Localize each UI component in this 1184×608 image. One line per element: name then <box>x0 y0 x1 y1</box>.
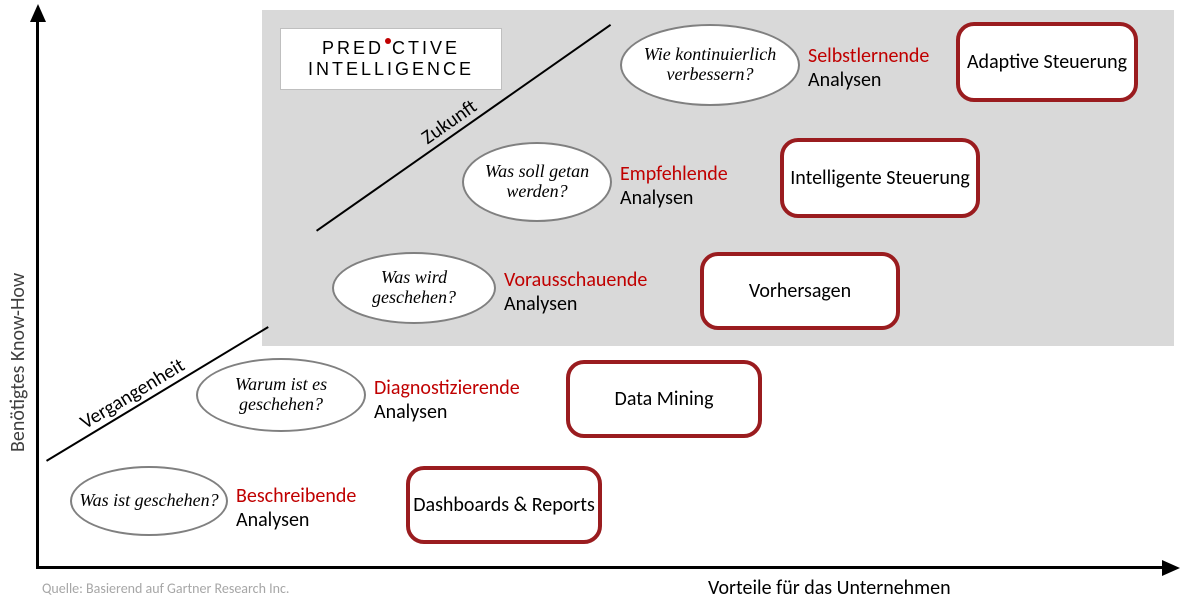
question-ellipse-2: Was wird geschehen? <box>332 252 496 324</box>
logo-dot-icon <box>385 38 391 44</box>
question-ellipse-1: Warum ist es geschehen? <box>196 358 366 432</box>
y-axis-label: Benötigtes Know-How <box>6 273 30 452</box>
y-axis-arrow-icon <box>30 4 46 22</box>
question-text-0: Was ist geschehen? <box>79 491 218 511</box>
y-axis <box>36 18 39 568</box>
analysis-type-1: Diagnostizierende <box>374 376 520 400</box>
outcome-box-1: Data Mining <box>566 360 762 438</box>
analysis-type-2: Vorausschauende <box>504 268 647 292</box>
logo-line1-pre: PRED <box>322 38 384 59</box>
outcome-text-0: Dashboards & Reports <box>413 493 595 517</box>
question-ellipse-0: Was ist geschehen? <box>70 466 228 536</box>
analysis-type-3: Empfehlende <box>620 162 728 186</box>
analysis-label-3: Empfehlende Analysen <box>620 162 728 210</box>
outcome-box-0: Dashboards & Reports <box>406 466 602 544</box>
outcome-text-1: Data Mining <box>615 387 714 411</box>
label-vergangenheit: Vergangenheit <box>76 353 189 434</box>
logo-line1-post: CTIVE <box>392 38 460 59</box>
outcome-text-3: Intelligente Steuerung <box>790 166 970 190</box>
question-text-3: Was soll getan werden? <box>468 162 606 202</box>
outcome-box-3: Intelligente Steuerung <box>780 138 980 218</box>
logo-line2: INTELLIGENCE <box>308 59 474 80</box>
analysis-word-4: Analysen <box>808 68 881 92</box>
analysis-word-3: Analysen <box>620 186 693 210</box>
analysis-label-4: Selbstlernende Analysen <box>808 44 929 92</box>
outcome-box-4: Adaptive Steuerung <box>956 22 1138 102</box>
x-axis-arrow-icon <box>1162 560 1180 576</box>
diagram-stage: Benötigtes Know-How Vorteile für das Unt… <box>0 0 1184 608</box>
predictive-intelligence-logo: PRED CTIVE INTELLIGENCE <box>280 28 502 90</box>
outcome-text-2: Vorhersagen <box>749 279 851 303</box>
analysis-label-0: Beschreibende Analysen <box>236 484 356 532</box>
outcome-text-4: Adaptive Steuerung <box>967 50 1127 74</box>
question-ellipse-3: Was soll getan werden? <box>462 142 612 222</box>
analysis-label-1: Diagnostizierende Analysen <box>374 376 520 424</box>
analysis-word-1: Analysen <box>374 400 447 424</box>
outcome-box-2: Vorhersagen <box>700 252 900 330</box>
x-axis-label: Vorteile für das Unternehmen <box>708 576 951 600</box>
analysis-type-0: Beschreibende <box>236 484 356 508</box>
analysis-type-4: Selbstlernende <box>808 44 929 68</box>
question-text-1: Warum ist es geschehen? <box>202 375 360 415</box>
question-text-2: Was wird geschehen? <box>338 268 490 308</box>
question-ellipse-4: Wie kontinuierlich verbessern? <box>620 24 800 106</box>
question-text-4: Wie kontinuierlich verbessern? <box>626 45 794 85</box>
analysis-word-0: Analysen <box>236 508 309 532</box>
x-axis <box>36 566 1164 569</box>
analysis-label-2: Vorausschauende Analysen <box>504 268 647 316</box>
analysis-word-2: Analysen <box>504 292 577 316</box>
source-citation: Quelle: Basierend auf Gartner Research I… <box>42 580 289 597</box>
